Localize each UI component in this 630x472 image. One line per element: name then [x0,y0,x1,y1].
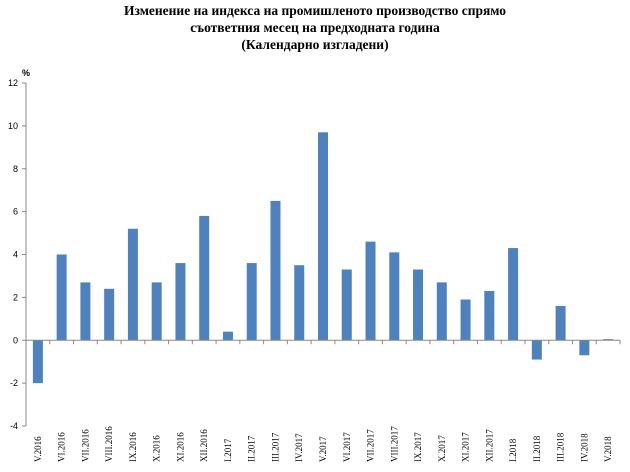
x-tick-label: II.2018 [532,435,542,462]
bar [104,288,115,341]
bar [80,282,91,341]
bar [365,241,376,341]
bar [151,282,162,341]
x-tick-label: IX.2017 [413,432,423,462]
bar [460,299,471,341]
x-tick-label: X.2017 [437,435,447,462]
bar [531,340,542,360]
x-tick-label: VII.2017 [366,429,376,462]
chart-title-line-2: съответния месец на предходната година [190,20,440,35]
x-tick-label: V.2018 [603,436,613,462]
x-tick-label: IV.2017 [294,433,304,462]
x-tick-label: VIII.2017 [389,426,399,462]
chart-title-line-1: Изменение на индекса на промишленото про… [123,3,507,18]
bar [555,305,566,341]
y-tick-label: 8 [13,164,18,174]
chart-title: Изменение на индекса на промишленото про… [0,2,630,53]
bar [175,263,186,341]
bar [341,269,352,341]
x-tick-label: IX.2016 [128,432,138,462]
bar [413,269,424,341]
x-tick-label: XII.2017 [484,429,494,462]
bar [318,132,328,341]
y-tick-label: -2 [10,378,18,388]
bar [294,265,305,341]
y-tick-label: 10 [8,121,18,131]
y-axis: -4 -2 0 2 4 6 8 10 12 [8,78,27,431]
bar [246,263,257,341]
y-tick-label: 2 [13,292,18,302]
bar [484,290,495,341]
y-tick-label: 6 [13,207,18,217]
bar [199,215,210,341]
x-tick-label: VIII.2016 [104,426,114,462]
x-tick-label: V.2017 [318,436,328,462]
x-axis: V.2016 VI.2016 VII.2016 VIII.2016 IX.2016 X.2… [26,339,621,462]
bar [508,248,519,341]
x-tick-label: I.2017 [223,438,233,462]
bars-group [32,132,614,384]
y-tick-label: 4 [13,250,18,260]
bar [127,228,138,341]
bar [270,200,281,341]
x-tick-label: III.2018 [556,432,566,462]
bar [603,339,614,341]
x-tick-label: III.2017 [270,432,280,462]
x-tick-label: XI.2016 [175,432,185,462]
x-tick-label: IV.2018 [579,433,589,462]
x-tick-label: I.2018 [508,438,518,462]
y-tick-label: 12 [8,78,18,88]
x-tick-label: X.2016 [152,435,162,462]
x-tick-label: VII.2016 [80,429,90,462]
y-tick-label: -4 [10,421,18,431]
x-tick-label: XI.2017 [461,432,471,462]
bar [389,252,400,341]
y-tick-label: 0 [13,335,18,345]
x-tick-label: VI.2017 [342,432,352,462]
bar [222,331,233,341]
bar [436,282,447,341]
bar [32,340,43,384]
chart-title-line-3: (Календарно изгладени) [241,37,389,52]
x-tick-label: II.2017 [247,435,257,462]
x-tick-label: XII.2016 [199,429,209,462]
x-tick-label: V.2016 [33,436,43,462]
bar [56,254,67,341]
x-tick-label: VI.2016 [57,432,67,462]
bar [579,340,590,356]
y-axis-unit-label: % [22,68,30,78]
